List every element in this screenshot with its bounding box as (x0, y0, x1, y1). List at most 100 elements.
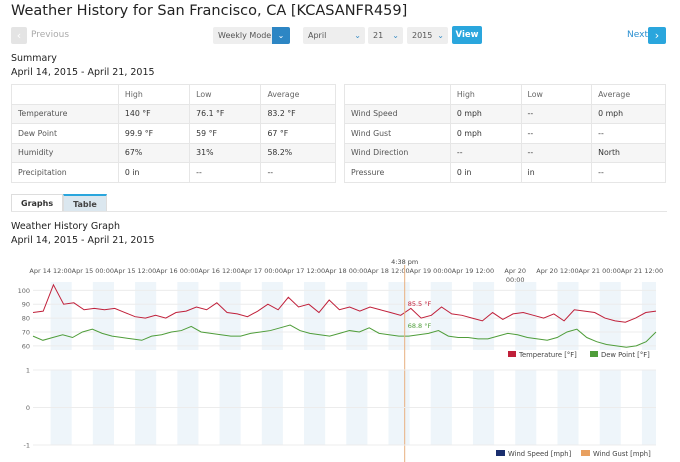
summary-title: Summary (11, 53, 57, 64)
chevron-down-icon: ⌄ (272, 27, 290, 44)
summary-date-range: April 14, 2015 - April 21, 2015 (11, 67, 155, 78)
y-tick-label: -1 (24, 442, 30, 450)
mode-value: Weekly Mode (218, 31, 272, 40)
previous-button[interactable]: ‹ (11, 27, 27, 44)
x-tick-label: Apr 20 00:00 (504, 267, 526, 284)
x-tick-label: Apr 20 12:00 (536, 267, 578, 275)
x-tick-label: Apr 16 00:00 (156, 267, 198, 275)
cell-value: -- (189, 162, 262, 183)
year-select[interactable]: 2015 ⌄ (407, 27, 448, 44)
night-band (388, 282, 410, 350)
day-select[interactable]: 21 ⌄ (368, 27, 403, 44)
cell-value: -- (520, 103, 593, 124)
tab-divider (11, 211, 667, 212)
next-button[interactable]: › (648, 27, 666, 44)
night-band (641, 282, 656, 350)
night-band (219, 282, 241, 350)
row-label: Wind Speed (344, 103, 451, 124)
cell-value: 67% (117, 142, 191, 163)
wind-speed-legend-swatch (496, 450, 505, 456)
wind-speed-legend-label: Wind Speed [mph] (508, 450, 572, 458)
night-band (515, 282, 537, 350)
cell-value: North (591, 142, 666, 163)
cell-value: -- (449, 142, 522, 163)
table-row: Precipitation 0 in -- -- (11, 162, 336, 183)
x-tick-label: Apr 17 00:00 (241, 267, 283, 275)
graph-title: Weather History Graph (11, 221, 120, 232)
temperature-legend-label: Temperature [°F] (518, 351, 577, 359)
mode-select[interactable]: Weekly Mode ⌄ (213, 27, 290, 44)
cell-value: 0 in (449, 162, 522, 183)
cell-value: 140 °F (117, 103, 191, 124)
cursor-dew-point-label: 68.8 °F (408, 322, 432, 330)
cell-value: 31% (189, 142, 262, 163)
month-select[interactable]: April ⌄ (303, 27, 365, 44)
x-tick-label: Apr 21 00:00 (578, 267, 620, 275)
y-tick-label: 1 (26, 367, 30, 375)
graph-date-range: April 14, 2015 - April 21, 2015 (11, 235, 155, 246)
cursor-time-label: 4:38 pm (391, 258, 418, 266)
tab-table[interactable]: Table (63, 194, 107, 212)
cell-value: 76.1 °F (189, 103, 262, 124)
summary-table-right: High Low Average Wind Speed 0 mph -- 0 mph Wind… (344, 84, 666, 183)
view-button[interactable]: View (452, 26, 482, 44)
dew-point-legend-swatch (590, 351, 598, 357)
chevron-down-icon: ⌄ (392, 31, 399, 40)
row-label: Precipitation (11, 162, 119, 183)
next-link[interactable]: Next (627, 30, 648, 40)
night-band (177, 282, 199, 350)
night-band (599, 282, 621, 350)
y-tick-label: 0 (26, 404, 30, 412)
year-value: 2015 (412, 31, 433, 40)
night-band (472, 282, 495, 350)
wind-gust-legend-label: Wind Gust [mph] (593, 450, 651, 458)
dew-point-line (32, 324, 657, 348)
y-tick-label: 100 (18, 287, 30, 295)
x-tick-label: Apr 19 00:00 (410, 267, 452, 275)
x-tick-label: Apr 18 00:00 (325, 267, 367, 275)
month-value: April (308, 31, 327, 40)
table-row: Pressure 0 in in -- (344, 162, 666, 183)
tab-bar: Graphs Table (11, 194, 107, 212)
night-band (304, 282, 326, 350)
x-tick-label: Apr 15 12:00 (114, 267, 156, 275)
night-band (135, 282, 157, 350)
x-tick-label: Apr 17 12:00 (283, 267, 325, 275)
row-label: Pressure (344, 162, 451, 183)
cell-value: 0 in (117, 162, 191, 183)
cell-value: 0 mph (449, 103, 522, 124)
night-band (261, 282, 283, 350)
table-row: Wind Speed 0 mph -- 0 mph (344, 103, 666, 124)
table-row: Humidity 67% 31% 58.2% (11, 142, 336, 163)
wind-gust-legend-swatch (581, 450, 590, 456)
temperature-legend-swatch (508, 351, 516, 357)
x-tick-label: Apr 14 12:00 (29, 267, 71, 275)
tab-graphs[interactable]: Graphs (11, 194, 64, 212)
x-tick-label: Apr 15 00:00 (72, 267, 114, 275)
y-tick-label: 90 (22, 301, 30, 309)
cursor-temperature-label: 85.5 °F (408, 300, 432, 308)
x-tick-label: Apr 16 12:00 (198, 267, 240, 275)
cell-value: 0 mph (591, 103, 666, 124)
x-tick-label: Apr 18 12:00 (367, 267, 409, 275)
cell-value: -- (260, 162, 336, 183)
chevron-down-icon: ⌄ (354, 31, 361, 40)
chevron-right-icon: › (654, 29, 660, 42)
night-band (92, 282, 114, 350)
y-tick-label: 60 (22, 342, 30, 350)
page-title: Weather History for San Francisco, CA [K… (11, 3, 408, 19)
x-tick-label: Apr 21 12:00 (621, 267, 663, 275)
chevron-left-icon: ‹ (16, 29, 22, 42)
table-row: Dew Point 99.9 °F 59 °F 67 °F (11, 123, 336, 144)
y-tick-label: 70 (22, 328, 30, 336)
night-band (50, 282, 72, 350)
y-tick-label: 80 (22, 315, 30, 323)
previous-link[interactable]: Previous (31, 30, 70, 40)
day-value: 21 (373, 31, 384, 40)
header-row: High Low Average (344, 84, 666, 105)
chevron-down-icon: ⌄ (437, 31, 444, 40)
night-band (346, 282, 368, 350)
cell-value: -- (591, 162, 666, 183)
summary-table-left: High Low Average Temperature 140 °F 76.1 °F 83… (11, 84, 336, 183)
